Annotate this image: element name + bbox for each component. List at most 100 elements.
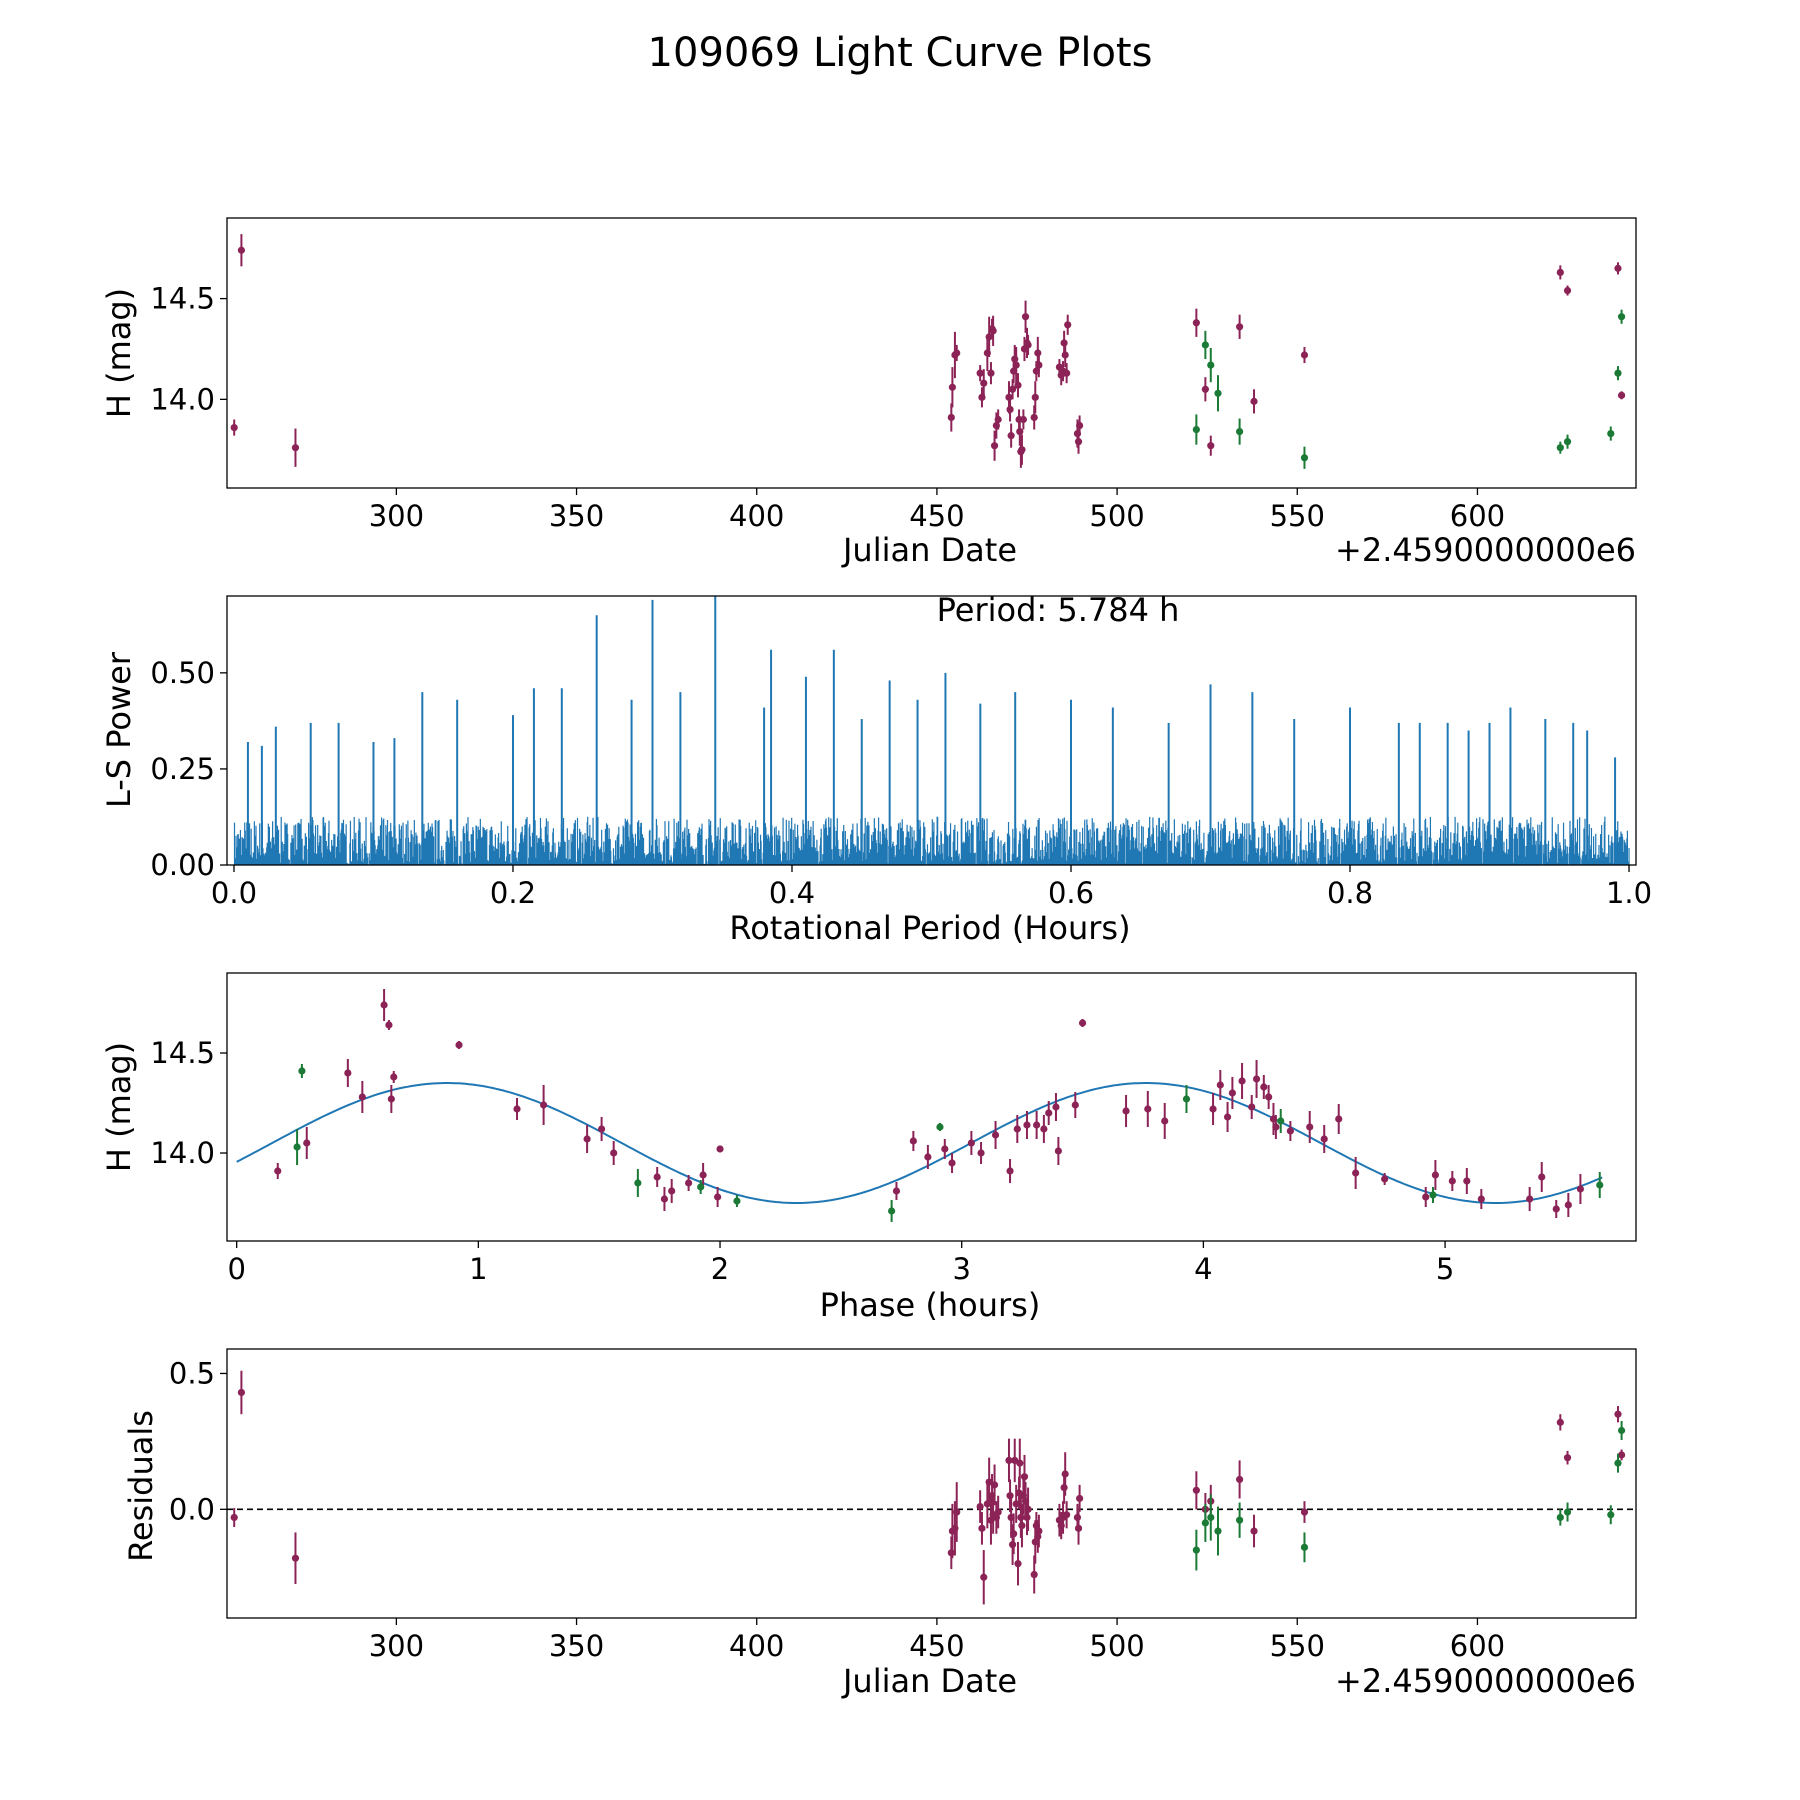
lightcurve-xtick-label: 500	[1089, 499, 1144, 533]
data-point-r	[230, 1513, 238, 1522]
data-point-r	[1352, 1169, 1360, 1177]
data-point-r	[1074, 1524, 1083, 1532]
periodogram-ytick-label: 0.50	[150, 656, 215, 690]
data-point-r	[1320, 1135, 1328, 1143]
data-point-r	[1063, 369, 1071, 377]
lightcurve-panel: 300 350 400 450 500 550 600 14.0 14.5 Julian Dat…	[100, 217, 1637, 569]
data-point-g	[1201, 1519, 1209, 1527]
data-point-r	[1052, 1103, 1060, 1111]
data-point-r	[716, 1145, 724, 1153]
data-point-g	[1192, 1546, 1200, 1554]
data-point-r	[909, 1137, 917, 1145]
data-point-r	[1238, 1077, 1246, 1085]
data-point-r	[1260, 1083, 1268, 1091]
residuals-ticks: 300 350 400 450 500 550 600 0.0 0.5	[169, 1356, 1505, 1663]
data-point-r	[1236, 1475, 1244, 1484]
data-point-r	[1061, 351, 1069, 359]
data-point-r	[237, 246, 246, 254]
data-point-r	[1054, 1147, 1062, 1155]
data-point-r	[1448, 1177, 1456, 1185]
data-point-r	[924, 1153, 932, 1161]
data-point-r	[1300, 1508, 1309, 1516]
lightcurve-offset-label: +2.4590000000e6	[1335, 531, 1636, 569]
data-point-g	[1614, 1459, 1622, 1467]
data-point-r	[668, 1187, 676, 1195]
data-point-g	[733, 1197, 741, 1205]
lightcurve-ticks: 300 350 400 450 500 550 600 14.0 14.5	[150, 282, 1505, 533]
data-point-g	[1300, 454, 1309, 462]
data-point-r	[1018, 1522, 1026, 1530]
model-curve	[236, 1082, 1603, 1204]
data-point-r	[1381, 1175, 1389, 1183]
data-point-r	[1614, 264, 1622, 272]
lightcurve-xtick-label: 300	[369, 499, 424, 533]
data-point-r	[1040, 1125, 1048, 1133]
data-point-r	[892, 1187, 901, 1195]
data-point-r	[1035, 1527, 1043, 1535]
data-point-r	[1614, 1410, 1622, 1418]
data-point-r	[1617, 1451, 1626, 1459]
phased-plot-area	[236, 989, 1604, 1222]
data-point-r	[344, 1069, 352, 1077]
data-point-r	[1556, 1418, 1564, 1426]
data-point-r	[1018, 446, 1026, 454]
data-point-g	[1607, 429, 1615, 438]
data-point-r	[1272, 1123, 1280, 1131]
data-point-r	[976, 369, 984, 377]
residuals-ytick-label: 0.0	[169, 1492, 215, 1526]
data-point-g	[1201, 341, 1209, 349]
phased-axes-frame	[226, 972, 1637, 1242]
lightcurve-xtick-label: 550	[1270, 499, 1325, 533]
phased-marks	[236, 989, 1604, 1222]
data-point-r	[237, 1388, 246, 1397]
data-point-r	[303, 1139, 311, 1147]
data-point-r	[660, 1195, 669, 1203]
data-point-r	[390, 1073, 398, 1081]
data-point-r	[291, 444, 300, 452]
data-point-r	[990, 442, 999, 450]
phased-y-label: H (mag)	[100, 1042, 138, 1172]
data-point-r	[714, 1193, 722, 1201]
lightcurve-y-label: H (mag)	[100, 288, 138, 418]
data-point-r	[976, 1502, 984, 1511]
data-point-r	[1248, 1103, 1256, 1111]
data-point-g	[1207, 361, 1215, 369]
data-point-g	[1236, 427, 1244, 436]
data-point-r	[1023, 1121, 1031, 1129]
data-point-r	[1061, 1470, 1069, 1478]
data-point-r	[985, 1478, 993, 1486]
phased-xtick-label: 4	[1194, 1252, 1212, 1286]
data-point-r	[994, 415, 1002, 424]
data-point-r	[685, 1179, 693, 1187]
data-point-r	[1076, 1494, 1084, 1503]
data-point-r	[1563, 1454, 1572, 1462]
data-point-r	[977, 1149, 985, 1157]
data-point-r	[1030, 413, 1038, 422]
data-point-r	[1223, 1113, 1232, 1121]
periodogram-plot-area	[233, 596, 1630, 865]
figure-title: 109069 Light Curve Plots	[648, 30, 1153, 76]
data-point-r	[1006, 1167, 1014, 1175]
residuals-marks	[227, 1370, 1636, 1605]
residuals-xtick-label: 500	[1089, 1629, 1144, 1663]
data-point-r	[1020, 1473, 1029, 1481]
data-point-g	[1563, 1508, 1572, 1516]
data-point-r	[1060, 1483, 1068, 1492]
periodogram-xtick-label: 0.2	[490, 876, 536, 910]
periodogram-xtick-label: 0.0	[211, 876, 257, 910]
data-point-r	[1005, 393, 1013, 401]
data-point-r	[1008, 1541, 1017, 1549]
data-point-r	[598, 1125, 606, 1133]
data-point-r	[1286, 1127, 1294, 1135]
periodogram-ytick-label: 0.25	[150, 752, 215, 786]
data-point-r	[1006, 1492, 1014, 1500]
periodogram-panel: 0.0 0.2 0.4 0.6 0.8 1.0 0.00 0.25 0.50 Period: 5…	[100, 591, 1652, 947]
data-point-r	[947, 413, 955, 422]
data-point-r	[1016, 427, 1024, 436]
data-point-r	[1006, 405, 1014, 414]
periodogram-marks	[233, 596, 1630, 865]
data-point-g	[1236, 1516, 1244, 1524]
data-point-r	[1564, 1201, 1572, 1209]
residuals-xtick-label: 450	[909, 1629, 964, 1663]
data-point-r	[1005, 1456, 1013, 1465]
